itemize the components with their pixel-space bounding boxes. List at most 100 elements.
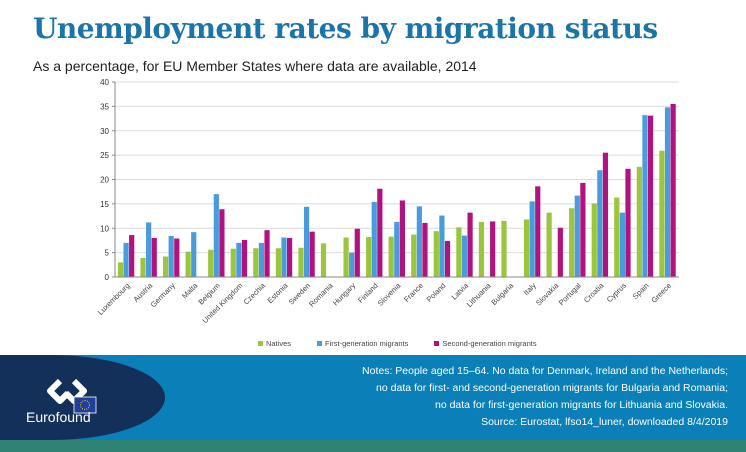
bar-first-generation-migrants-croatia xyxy=(597,170,603,277)
bar-second-generation-migrants-luxembourg xyxy=(129,235,135,277)
bar-second-generation-migrants-czechia xyxy=(264,230,270,277)
footer-banner: Eurofound Notes: People aged 15–64. No d… xyxy=(0,355,746,452)
bar-first-generation-migrants-cyprus xyxy=(619,212,625,277)
bar-first-generation-migrants-belgium xyxy=(213,194,219,277)
eurofound-logo-icon xyxy=(47,378,97,414)
bar-natives-bulgaria xyxy=(501,220,507,277)
bar-natives-cyprus xyxy=(614,197,620,277)
legend-item-first-generation: First-generation migrants xyxy=(317,339,408,348)
bar-first-generation-migrants-finland xyxy=(371,201,377,277)
bar-second-generation-migrants-slovenia xyxy=(399,200,405,277)
x-tick-label: Portugal xyxy=(557,281,583,307)
y-tick-label: 25 xyxy=(100,151,109,160)
legend-swatch-natives xyxy=(258,341,263,346)
x-tick-label: Lithuania xyxy=(465,280,493,308)
bar-natives-croatia xyxy=(591,203,597,277)
legend-label: Second-generation migrants xyxy=(442,339,537,348)
legend-swatch-second-generation xyxy=(434,341,440,346)
bar-first-generation-migrants-estonia xyxy=(281,237,287,277)
y-tick-label: 35 xyxy=(100,102,109,111)
bar-second-generation-migrants-slovakia xyxy=(557,227,563,277)
bar-second-generation-migrants-finland xyxy=(377,188,383,277)
bar-first-generation-migrants-united-kingdom xyxy=(236,242,242,277)
legend-item-natives: Natives xyxy=(258,339,291,348)
bar-second-generation-migrants-portugal xyxy=(580,182,586,277)
bar-natives-france xyxy=(411,234,417,277)
bar-natives-sweden xyxy=(298,247,304,277)
x-tick-label: Romania xyxy=(307,280,335,308)
x-tick-label: Slovakia xyxy=(534,280,561,307)
bar-second-generation-migrants-cyprus xyxy=(625,168,631,277)
x-tick-label: Hungary xyxy=(331,281,358,308)
y-tick-label: 10 xyxy=(100,224,109,233)
x-tick-label: Latvia xyxy=(450,280,471,301)
bar-natives-estonia xyxy=(275,248,281,277)
y-tick-label: 20 xyxy=(100,176,109,185)
notes-line: no data for first- and second-generation… xyxy=(376,382,728,394)
bar-second-generation-migrants-united-kingdom xyxy=(241,239,248,277)
bar-natives-germany xyxy=(163,256,169,277)
bar-second-generation-migrants-greece xyxy=(670,103,676,277)
bar-second-generation-migrants-belgium xyxy=(219,209,225,277)
x-tick-label: Czechia xyxy=(242,280,268,306)
bar-natives-latvia xyxy=(456,227,462,277)
bar-natives-united-kingdom xyxy=(230,248,236,277)
bar-first-generation-migrants-slovenia xyxy=(394,221,400,277)
bar-natives-belgium xyxy=(208,249,214,277)
bar-second-generation-migrants-lithuania xyxy=(490,221,496,277)
bar-second-generation-migrants-latvia xyxy=(467,212,473,277)
legend: Natives First-generation migrants Second… xyxy=(258,339,537,348)
x-tick-label: Luxembourg xyxy=(96,281,132,317)
x-tick-label: Malta xyxy=(180,280,200,300)
x-tick-label: Greece xyxy=(649,281,673,305)
bars xyxy=(117,103,676,278)
legend-swatch-first-generation xyxy=(317,341,323,346)
bar-first-generation-migrants-portugal xyxy=(574,195,580,277)
logo-text: Eurofound xyxy=(26,409,91,425)
y-tick-label: 5 xyxy=(105,249,110,258)
bar-second-generation-migrants-estonia xyxy=(287,238,293,277)
bar-natives-poland xyxy=(433,231,439,277)
legend-label: First-generation migrants xyxy=(325,339,409,348)
bar-second-generation-migrants-spain xyxy=(647,115,654,277)
bar-natives-austria xyxy=(140,257,146,277)
bar-natives-czechia xyxy=(253,248,259,277)
bar-natives-italy xyxy=(523,219,530,277)
x-tick-label: Slovenia xyxy=(376,280,403,307)
notes-line: no data for first-generation migrants fo… xyxy=(434,399,728,411)
x-tick-label: Cyprus xyxy=(605,281,628,304)
bar-natives-greece xyxy=(659,150,665,277)
x-tick-label: Italy xyxy=(522,281,538,297)
x-tick-label: France xyxy=(402,281,425,304)
notes-line: Notes: People aged 15–64. No data for De… xyxy=(362,365,728,377)
bar-second-generation-migrants-italy xyxy=(535,186,541,277)
bar-natives-hungary xyxy=(343,237,349,277)
bar-first-generation-migrants-hungary xyxy=(349,252,355,277)
bar-first-generation-migrants-austria xyxy=(146,222,152,277)
bar-first-generation-migrants-france xyxy=(416,206,422,277)
y-tick-label: 0 xyxy=(105,273,110,282)
bar-natives-slovakia xyxy=(546,212,552,277)
bar-first-generation-migrants-italy xyxy=(529,201,535,277)
chart-subtitle: As a percentage, for EU Member States wh… xyxy=(33,58,477,74)
legend-item-second-generation: Second-generation migrants xyxy=(434,339,537,348)
bar-first-generation-migrants-malta xyxy=(191,232,197,277)
bar-second-generation-migrants-croatia xyxy=(602,152,609,277)
y-tick-label: 40 xyxy=(100,78,109,87)
bar-natives-romania xyxy=(320,243,327,277)
chart-title: Unemployment rates by migration status xyxy=(33,12,658,45)
bar-natives-lithuania xyxy=(478,221,485,277)
footer-teal-strip xyxy=(0,440,746,452)
bar-natives-slovenia xyxy=(388,236,394,277)
footer-notes: Notes: People aged 15–64. No data for De… xyxy=(362,363,728,431)
x-tick-label: Croatia xyxy=(582,280,606,304)
bar-second-generation-migrants-germany xyxy=(174,238,180,277)
bar-natives-finland xyxy=(366,237,372,277)
bar-second-generation-migrants-france xyxy=(422,222,428,277)
y-tick-label: 30 xyxy=(100,127,109,136)
bar-first-generation-migrants-spain xyxy=(642,115,648,278)
x-tick-label: Germany xyxy=(149,281,177,309)
bar-first-generation-migrants-czechia xyxy=(258,242,265,277)
bar-second-generation-migrants-austria xyxy=(151,238,157,277)
